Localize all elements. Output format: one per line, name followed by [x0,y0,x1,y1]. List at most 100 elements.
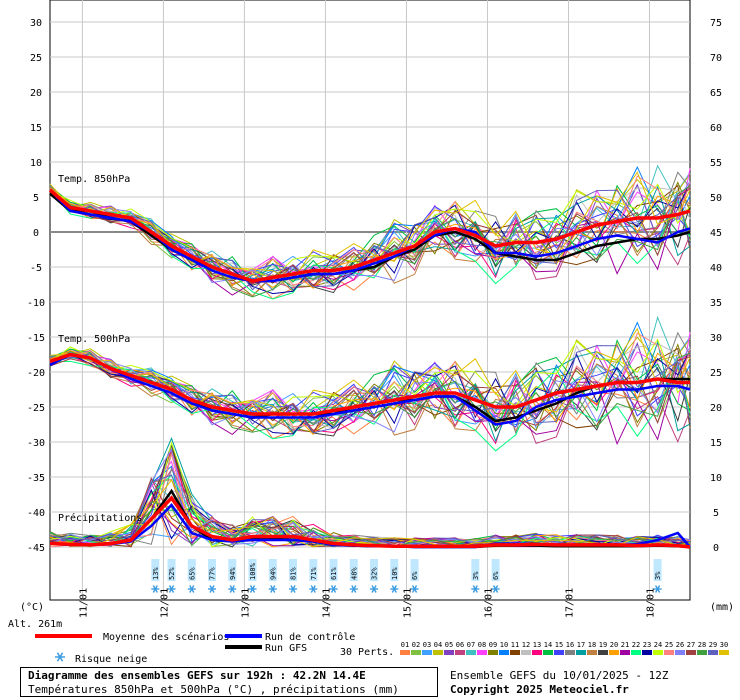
chart-subtitle: Températures 850hPa et 500hPa (°C) , pré… [28,683,399,696]
right-tick-label: 65 [710,88,722,99]
snow-risk-bar [248,559,257,581]
snow-risk-bar [228,559,237,581]
snow-risk-bar [491,559,500,581]
member-legend-label: 28 [698,641,706,649]
member-legend-label: 03 [423,641,431,649]
member-legend-swatch [587,650,597,655]
member-legend-label: 22 [632,641,640,649]
snowflake-icon [228,585,237,593]
panel-label-t500: Temp. 500hPa [58,334,130,345]
member-legend-swatch [521,650,531,655]
member-legend-swatch [455,650,465,655]
member-legend-swatch [444,650,454,655]
snow-risk-label: 65% [188,567,196,580]
right-tick-label: 15 [710,438,722,449]
member-legend-swatch [400,650,410,655]
ensemble-member-line [49,477,691,548]
snow-risk-bar [370,559,379,581]
member-legend-swatch [565,650,575,655]
x-tick-label: 15/01 [402,588,413,618]
left-unit-label: (°C) [20,602,44,613]
right-tick-label: 70 [710,53,722,64]
x-tick-label: 18/01 [645,588,656,618]
member-legend-swatch [488,650,498,655]
snowflake-icon [491,585,500,593]
snowflake-icon [329,585,338,593]
snow-risk-bar [268,559,277,581]
left-tick-label: -25 [27,403,45,414]
snowflake-icon [55,652,65,662]
snow-risk-bar [309,559,318,581]
panel-label-t850: Temp. 850hPa [58,174,130,185]
member-legend-swatch [631,650,641,655]
left-tick-label: 30 [30,18,42,29]
ensemble-member-line [49,327,691,422]
snow-risk-label: 32% [371,567,379,580]
x-axis-ticks: 11/01 12/01 13/01 14/01 15/01 16/01 17/01 18/01 [78,588,656,618]
panel-label-precip: Précipitations [58,512,142,524]
member-legend-label: 08 [478,641,486,649]
x-tick-label: 16/01 [483,588,494,618]
snowflake-icon [471,585,480,593]
snowflake-icon [370,585,379,593]
legend-control-label: Run de contrôle [265,631,355,643]
left-tick-label: -20 [27,368,45,379]
member-legend-label: 01 [401,641,409,649]
snow-risk-bar [187,559,196,581]
left-tick-label: 20 [30,88,42,99]
left-tick-label: 10 [30,158,42,169]
snow-risk-label: 100% [249,562,257,580]
snowflake-icon [653,585,662,593]
snow-risk-label: 13% [152,567,160,580]
chart-title: Diagramme des ensembles GEFS sur 192h : … [28,669,366,682]
member-legend-swatch [532,650,542,655]
member-legend-swatch [477,650,487,655]
member-legend-swatch [653,650,663,655]
member-legend-label: 04 [434,641,442,649]
ensemble-member-line [49,171,691,281]
member-legend-swatch [708,650,718,655]
legend-mean-label: Moyenne des scénarios [103,631,229,643]
snow-risk-bar [410,559,419,581]
member-legend-label: 12 [522,641,530,649]
right-tick-label: 60 [710,123,722,134]
left-tick-label: -5 [30,263,42,274]
snow-risk-bar [349,559,358,581]
member-legend-label: 13 [533,641,541,649]
snow-risk-bar [167,559,176,581]
t850-mean-line [48,188,691,283]
right-tick-label: 35 [710,298,722,309]
member-legend-label: 19 [599,641,607,649]
member-legend-label: 15 [555,641,563,649]
precip-mean-line [49,495,691,549]
snow-risk-label: 77% [209,567,217,580]
member-legend-swatch [411,650,421,655]
t850-gfs-line [49,192,691,283]
snowflake-icon [167,585,176,593]
left-tick-label: -40 [27,508,45,519]
ensemble-member-line [49,501,691,548]
snowflake-icon [151,585,160,593]
snow-risk-label: 3% [654,571,662,580]
member-legend-label: 27 [687,641,695,649]
member-legend-label: 18 [588,641,596,649]
left-tick-label: 0 [33,228,39,239]
member-legend-swatch [686,650,696,655]
member-legend-label: 05 [445,641,453,649]
left-tick-label: 25 [30,53,42,64]
snowflake-icon [248,585,257,593]
left-tick-label: -30 [27,438,45,449]
member-legend-swatch [576,650,586,655]
snowflake-icon [390,585,399,593]
member-legend-label: 02 [412,641,420,649]
snow-risk-bar [151,559,160,581]
member-legend-label: 09 [489,641,497,649]
t500-control-line [49,353,691,426]
member-legend-swatch [499,650,509,655]
member-legend-label: 21 [621,641,629,649]
member-legend-label: 06 [456,641,464,649]
snowflake-icon [187,585,196,593]
x-tick-label: 17/01 [564,588,575,618]
